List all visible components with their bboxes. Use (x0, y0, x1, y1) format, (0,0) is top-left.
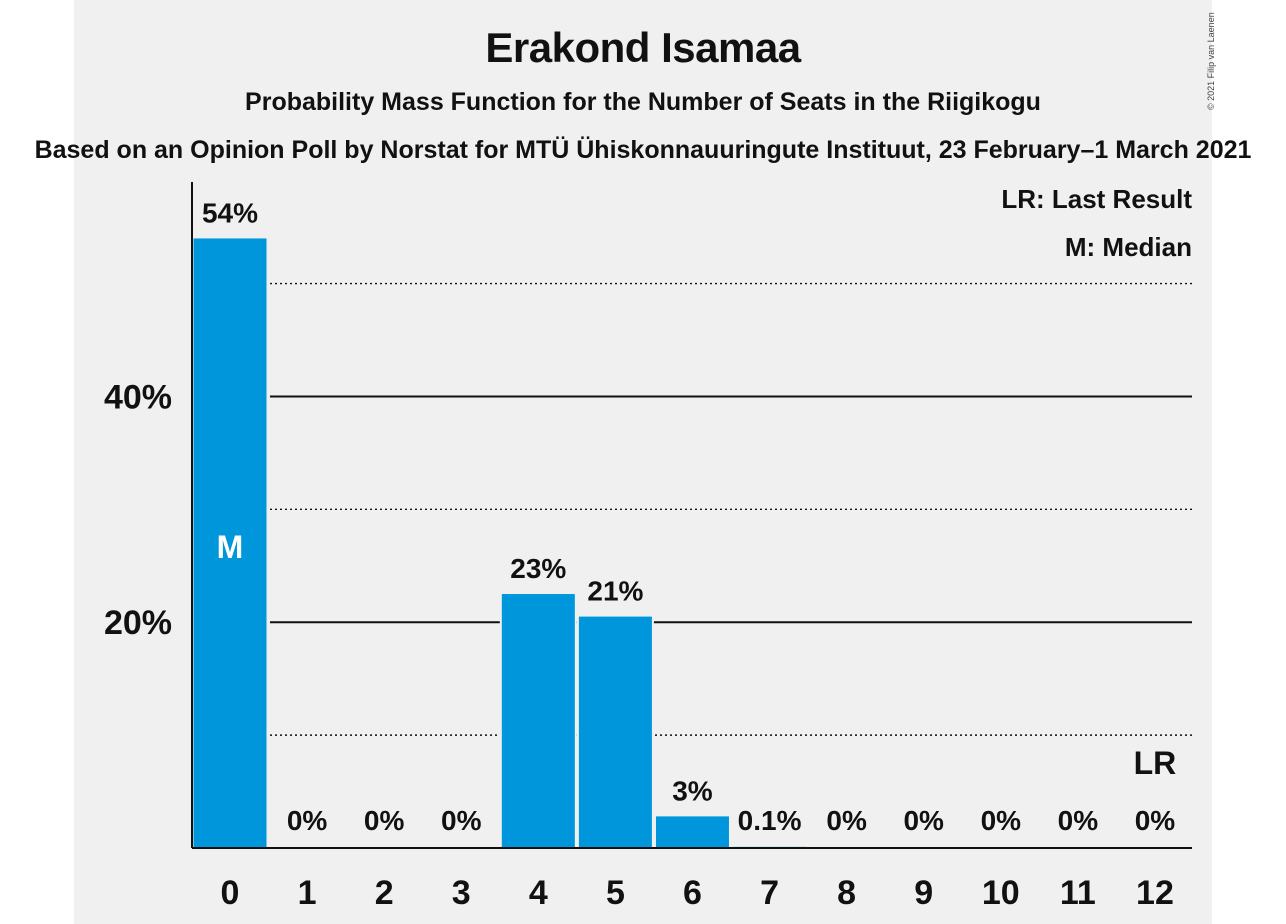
legend-median: M: Median (1064, 232, 1192, 262)
value-label: 0% (364, 805, 405, 836)
value-label: 0% (441, 805, 482, 836)
x-tick-label: 2 (375, 874, 394, 912)
value-label: 0% (903, 805, 944, 836)
value-label: 0.1% (738, 805, 802, 836)
bar (193, 238, 267, 848)
chart-source: Based on an Opinion Poll by Norstat for … (34, 136, 1252, 164)
x-tick-label: 3 (452, 874, 471, 912)
x-tick-label: 12 (1136, 874, 1174, 912)
chart-title: Erakond Isamaa (485, 24, 801, 71)
value-label: 3% (672, 775, 713, 806)
x-tick-label: 7 (760, 874, 779, 912)
value-label: 0% (1058, 805, 1099, 836)
x-tick-label: 6 (683, 874, 702, 912)
x-tick-label: 5 (606, 874, 625, 912)
bar (655, 816, 729, 848)
y-tick-label: 40% (104, 378, 172, 416)
last-result-marker: LR (1134, 745, 1177, 781)
chart-subtitle: Probability Mass Function for the Number… (245, 88, 1041, 116)
x-tick-label: 11 (1060, 874, 1096, 912)
legend-last-result: LR: Last Result (1001, 184, 1192, 214)
x-tick-label: 0 (221, 874, 240, 912)
x-tick-label: 10 (982, 874, 1020, 912)
value-label: 0% (1135, 805, 1176, 836)
x-tick-label: 9 (914, 874, 933, 912)
x-tick-label: 4 (529, 874, 548, 912)
bar (501, 594, 575, 848)
x-tick-label: 8 (837, 874, 856, 912)
x-tick-label: 1 (298, 874, 317, 912)
value-label: 0% (287, 805, 328, 836)
value-label: 0% (981, 805, 1022, 836)
value-label: 54% (202, 197, 258, 228)
y-tick-label: 20% (104, 604, 172, 642)
value-label: 23% (510, 553, 566, 584)
bar (578, 616, 652, 848)
bar-gap (731, 844, 809, 848)
median-marker: M (217, 529, 244, 565)
value-label: 0% (826, 805, 867, 836)
value-label: 21% (587, 576, 643, 607)
